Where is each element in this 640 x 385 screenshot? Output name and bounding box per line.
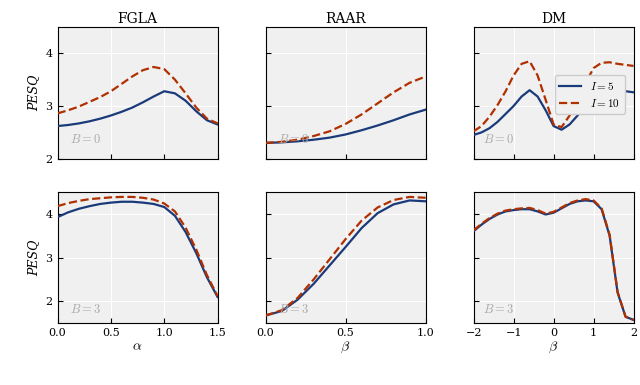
$I = 5$ [493, 119, 501, 124]
X-axis label: $\alpha$: $\alpha$ [132, 340, 143, 354]
$I = 5$ [557, 127, 566, 132]
Legend: $I = 5$, $I = 10$: $I = 5$, $I = 10$ [555, 75, 625, 114]
Text: $B = 3$: $B = 3$ [483, 303, 515, 316]
$I = 5$ [621, 89, 629, 94]
Text: $B = 3$: $B = 3$ [278, 303, 310, 316]
Y-axis label: PESQ: PESQ [27, 75, 40, 111]
$I = 10$ [518, 62, 525, 66]
$I = 5$ [605, 87, 613, 92]
$I = 5$ [582, 103, 589, 107]
Text: $B = 0$: $B = 0$ [278, 133, 310, 146]
Title: DM: DM [541, 12, 566, 26]
$I = 10$ [589, 66, 597, 70]
$I = 10$ [557, 125, 566, 129]
$I = 5$ [614, 88, 621, 92]
$I = 5$ [518, 94, 525, 99]
Line: $I = 5$: $I = 5$ [474, 89, 634, 135]
$I = 5$ [541, 108, 549, 112]
$I = 5$ [502, 112, 509, 116]
Title: RAAR: RAAR [325, 12, 366, 26]
$I = 5$ [477, 130, 485, 135]
Title: FGLA: FGLA [118, 12, 157, 26]
$I = 5$ [525, 88, 533, 92]
$I = 5$ [573, 113, 581, 118]
X-axis label: $\beta$: $\beta$ [340, 340, 351, 355]
Y-axis label: PESQ: PESQ [27, 239, 40, 276]
$I = 10$ [566, 113, 573, 118]
$I = 5$ [589, 93, 597, 98]
$I = 5$ [566, 122, 573, 127]
$I = 10$ [525, 59, 533, 64]
Line: $I = 10$: $I = 10$ [474, 61, 634, 131]
$I = 5$ [509, 104, 517, 108]
$I = 10$ [550, 122, 557, 127]
$I = 10$ [573, 97, 581, 102]
$I = 10$ [509, 73, 517, 78]
$I = 5$ [534, 94, 541, 99]
$I = 10$ [621, 63, 629, 67]
$I = 10$ [541, 97, 549, 102]
$I = 10$ [598, 60, 605, 65]
Text: $B = 3$: $B = 3$ [70, 303, 102, 316]
$I = 5$ [598, 88, 605, 92]
$I = 10$ [582, 80, 589, 85]
$I = 5$ [630, 90, 637, 95]
$I = 5$ [470, 133, 477, 137]
$I = 10$ [614, 62, 621, 66]
$I = 10$ [502, 89, 509, 94]
$I = 10$ [486, 114, 493, 119]
$I = 10$ [605, 60, 613, 65]
Text: $B = 0$: $B = 0$ [70, 133, 102, 146]
$I = 10$ [470, 129, 477, 134]
Text: $B = 0$: $B = 0$ [483, 133, 515, 146]
X-axis label: $\beta$: $\beta$ [548, 340, 559, 355]
$I = 10$ [493, 103, 501, 107]
$I = 5$ [550, 124, 557, 128]
$I = 10$ [534, 73, 541, 78]
$I = 10$ [477, 124, 485, 128]
$I = 5$ [486, 126, 493, 131]
$I = 10$ [630, 64, 637, 68]
